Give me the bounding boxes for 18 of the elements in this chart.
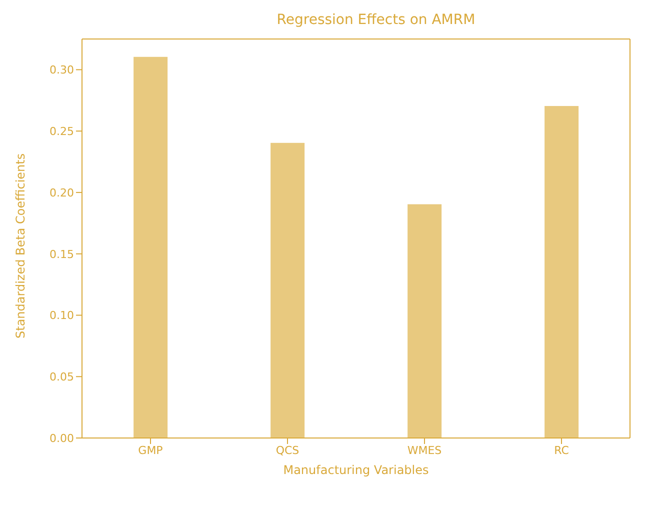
- x-tick-label: RC: [554, 444, 570, 457]
- x-tick-label: WMES: [407, 444, 442, 457]
- y-tick-label: 0.00: [50, 432, 74, 445]
- y-tick-label: 0.05: [50, 370, 74, 384]
- y-axis-title: Standardized Beta Coefficients: [13, 153, 28, 338]
- y-tick-label: 0.15: [50, 248, 74, 261]
- bar: [408, 204, 442, 438]
- x-tick-label: QCS: [276, 444, 300, 457]
- bar: [544, 106, 579, 438]
- bar: [270, 142, 305, 438]
- y-tick-label: 0.30: [50, 64, 74, 77]
- bar: [134, 56, 168, 438]
- y-tick-label: 0.20: [50, 186, 74, 200]
- x-axis-title: Manufacturing Variables: [283, 463, 429, 477]
- x-tick-label: GMP: [138, 444, 164, 457]
- chart-title: Regression Effects on AMRM: [276, 12, 476, 28]
- y-tick-label: 0.25: [50, 124, 74, 138]
- y-tick-label: 0.10: [50, 309, 74, 322]
